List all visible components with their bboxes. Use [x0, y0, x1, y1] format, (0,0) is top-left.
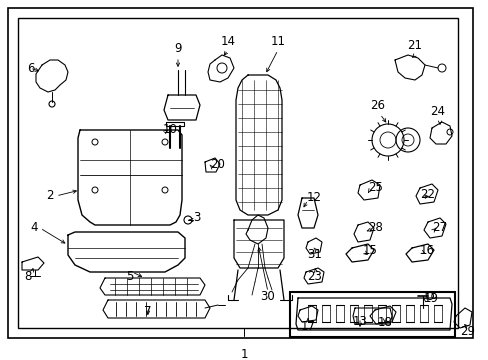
Text: 4: 4 — [30, 221, 38, 234]
Text: 21: 21 — [407, 39, 422, 52]
Text: 27: 27 — [431, 221, 446, 234]
Text: 14: 14 — [220, 35, 235, 48]
Text: 24: 24 — [429, 105, 445, 118]
Bar — [289, 292, 454, 337]
Text: 15: 15 — [362, 243, 377, 256]
Text: 11: 11 — [270, 35, 285, 48]
Text: 8: 8 — [24, 270, 32, 283]
Text: 23: 23 — [307, 270, 322, 283]
Text: 31: 31 — [307, 248, 322, 261]
Text: 6: 6 — [27, 62, 35, 75]
Text: 26: 26 — [370, 99, 385, 112]
Text: 16: 16 — [419, 243, 434, 256]
Text: 17: 17 — [300, 320, 315, 333]
Text: 19: 19 — [423, 292, 438, 305]
Text: 10: 10 — [163, 123, 178, 136]
Text: 12: 12 — [306, 192, 321, 204]
Bar — [18, 18, 457, 328]
Text: 22: 22 — [419, 189, 434, 202]
Text: 29: 29 — [460, 325, 474, 338]
Text: 1: 1 — [240, 348, 247, 360]
Text: 2: 2 — [46, 189, 54, 202]
Text: 30: 30 — [260, 290, 275, 303]
Text: 13: 13 — [352, 315, 366, 328]
Text: 25: 25 — [367, 181, 382, 194]
Text: 9: 9 — [174, 42, 182, 55]
Text: 18: 18 — [377, 316, 392, 329]
Text: 20: 20 — [209, 158, 224, 171]
Text: 5: 5 — [126, 270, 133, 283]
Text: 3: 3 — [193, 211, 200, 225]
Text: 7: 7 — [144, 305, 151, 318]
Text: 28: 28 — [367, 221, 382, 234]
